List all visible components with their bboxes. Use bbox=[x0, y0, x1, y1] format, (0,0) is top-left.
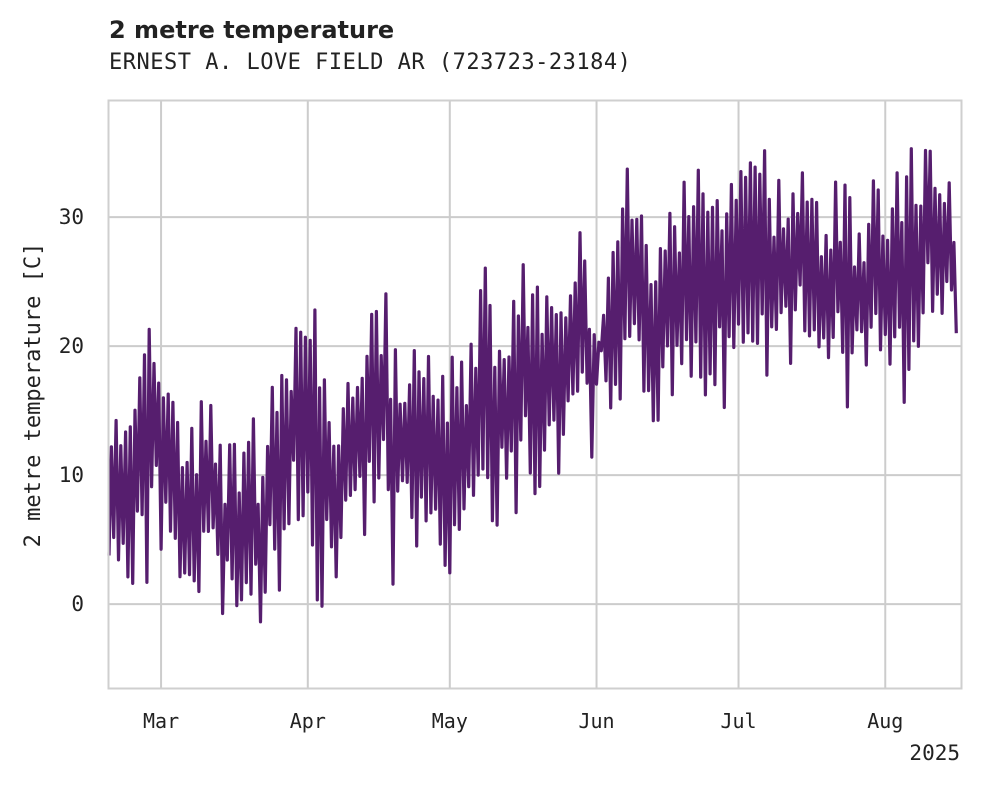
y-axis-label: 2 metre temperature [C] bbox=[21, 243, 46, 548]
x-tick-label: Aug bbox=[867, 709, 903, 733]
x-tick-label: Apr bbox=[290, 709, 326, 733]
x-tick-label: Jun bbox=[578, 709, 614, 733]
x-tick-label: Mar bbox=[143, 709, 179, 733]
y-tick-labels: 0 10 20 30 bbox=[59, 205, 84, 616]
x-tick-label: Jul bbox=[720, 709, 756, 733]
plot-frame bbox=[107, 99, 963, 690]
chart-title: 2 metre temperature bbox=[109, 16, 395, 44]
x-tick-labels: Mar Apr May Jun Jul Aug bbox=[143, 709, 903, 733]
x-tick-label: May bbox=[432, 709, 468, 733]
y-tick-label: 20 bbox=[59, 334, 84, 358]
y-tick-label: 10 bbox=[59, 463, 84, 487]
chart-subtitle: ERNEST A. LOVE FIELD AR (723723-23184) bbox=[109, 50, 632, 75]
y-tick-label: 30 bbox=[59, 205, 84, 229]
year-label: 2025 bbox=[909, 741, 960, 765]
temperature-series-line bbox=[107, 147, 958, 624]
y-tick-label: 0 bbox=[71, 592, 84, 616]
series-layer bbox=[107, 147, 958, 624]
